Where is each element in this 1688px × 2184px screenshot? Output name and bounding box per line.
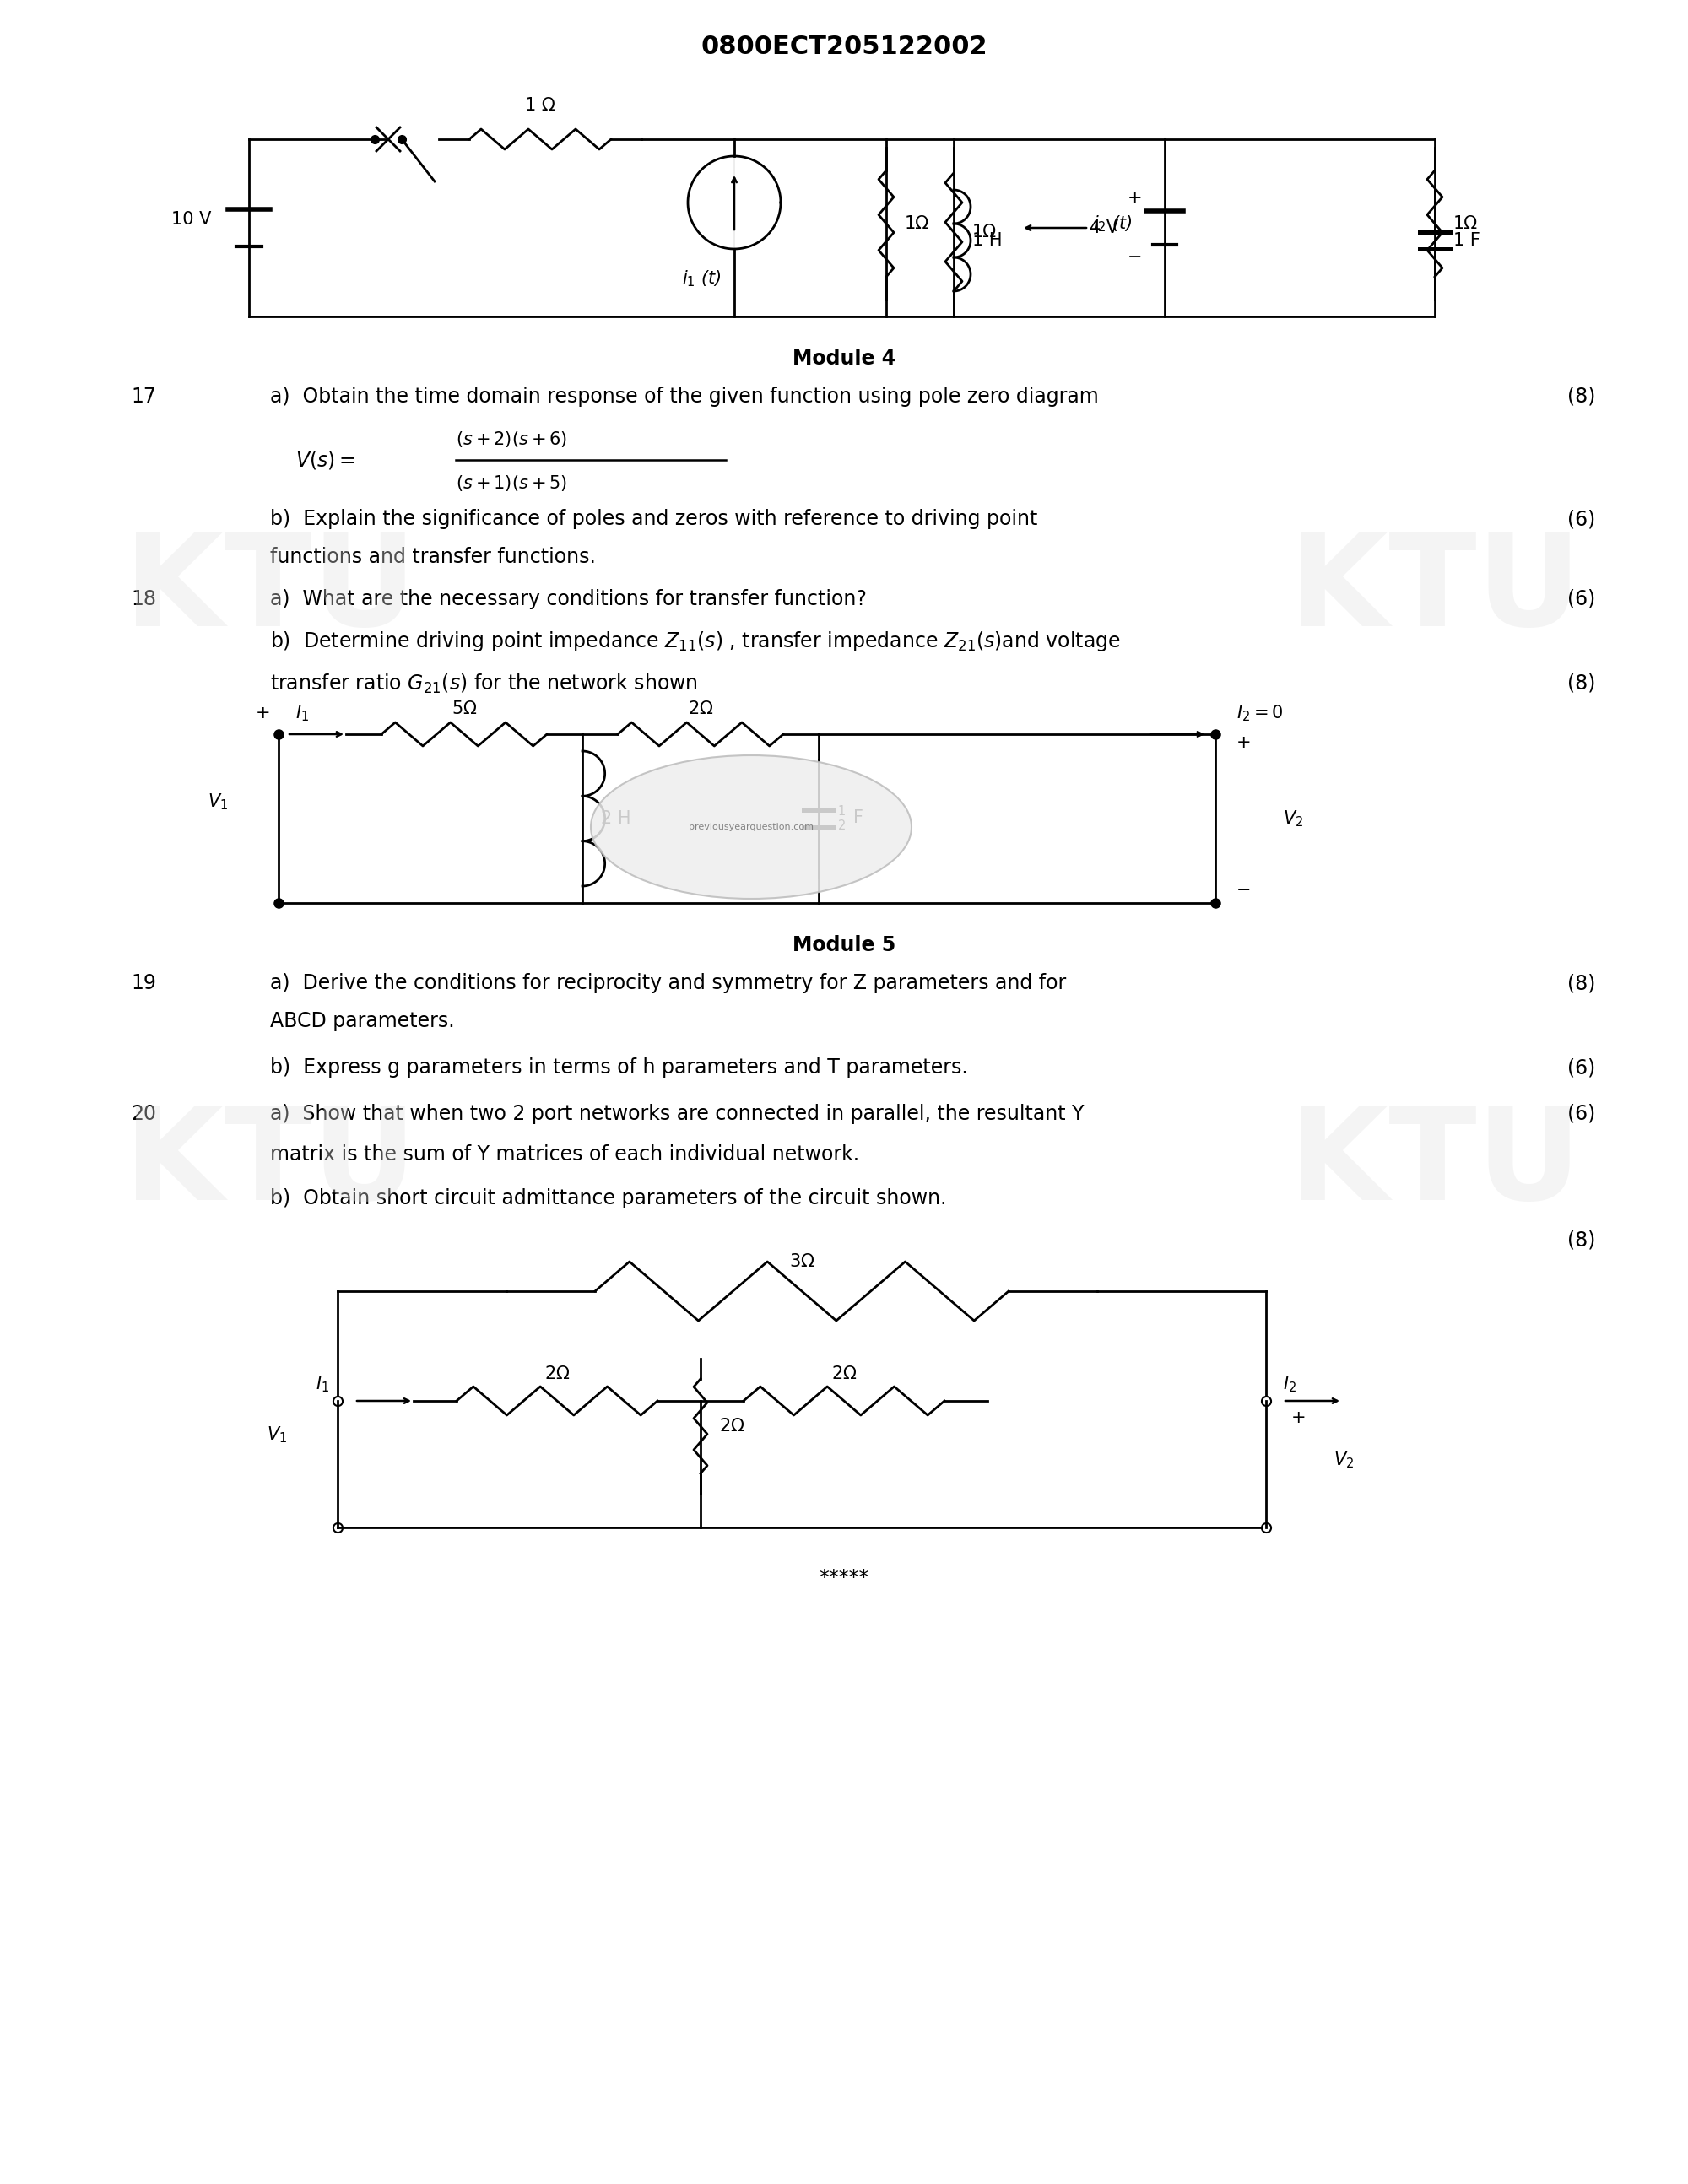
Text: $\frac{1}{2}$ F: $\frac{1}{2}$ F xyxy=(837,804,864,832)
Text: *****: ***** xyxy=(819,1568,869,1588)
Text: $V_2$: $V_2$ xyxy=(1334,1450,1354,1470)
Text: $I_1$: $I_1$ xyxy=(316,1374,329,1393)
Text: b)  Obtain short circuit admittance parameters of the circuit shown.: b) Obtain short circuit admittance param… xyxy=(270,1188,947,1208)
Text: b)  Explain the significance of poles and zeros with reference to driving point: b) Explain the significance of poles and… xyxy=(270,509,1038,529)
Text: 1Ω: 1Ω xyxy=(1453,216,1479,232)
Text: 1 Ω: 1 Ω xyxy=(525,96,555,114)
Text: a)  Show that when two 2 port networks are connected in parallel, the resultant : a) Show that when two 2 port networks ar… xyxy=(270,1103,1084,1125)
Text: a)  Obtain the time domain response of the given function using pole zero diagra: a) Obtain the time domain response of th… xyxy=(270,387,1099,406)
Text: +: + xyxy=(1236,734,1251,751)
Text: $I_1$: $I_1$ xyxy=(295,703,309,723)
Text: $I_2 = 0$: $I_2 = 0$ xyxy=(1236,703,1283,723)
Text: $2\Omega$: $2\Omega$ xyxy=(544,1365,571,1382)
Text: +: + xyxy=(255,705,270,721)
Text: $2\Omega$: $2\Omega$ xyxy=(687,701,714,716)
Text: $(s+1)(s+5)$: $(s+1)(s+5)$ xyxy=(456,474,567,491)
Text: 1Ω: 1Ω xyxy=(972,223,998,240)
Text: 1 H: 1 H xyxy=(972,232,1003,249)
Text: KTU: KTU xyxy=(1288,1101,1582,1227)
Text: (8): (8) xyxy=(1566,673,1595,695)
Text: $i_2$ (t): $i_2$ (t) xyxy=(1094,214,1133,234)
Text: 1 F: 1 F xyxy=(1453,232,1480,249)
Text: ABCD parameters.: ABCD parameters. xyxy=(270,1011,454,1031)
Text: 18: 18 xyxy=(132,590,155,609)
Text: 20: 20 xyxy=(132,1103,155,1125)
Text: (8): (8) xyxy=(1566,974,1595,994)
Text: matrix is the sum of Y matrices of each individual network.: matrix is the sum of Y matrices of each … xyxy=(270,1144,859,1164)
Text: (8): (8) xyxy=(1566,1230,1595,1251)
Text: −: − xyxy=(1128,249,1143,266)
Text: 2 H: 2 H xyxy=(601,810,631,828)
Text: 4 V: 4 V xyxy=(1089,218,1117,236)
Text: $3\Omega$: $3\Omega$ xyxy=(788,1254,815,1271)
Text: +: + xyxy=(1291,1409,1307,1426)
Text: transfer ratio $G_{21}(s)$ for the network shown: transfer ratio $G_{21}(s)$ for the netwo… xyxy=(270,673,697,695)
Text: (8): (8) xyxy=(1566,387,1595,406)
Text: $i_1$ (t): $i_1$ (t) xyxy=(682,269,722,288)
Text: (6): (6) xyxy=(1566,509,1595,529)
Text: 10 V: 10 V xyxy=(170,212,211,227)
Text: Module 5: Module 5 xyxy=(792,935,896,954)
Text: $V_2$: $V_2$ xyxy=(1283,808,1303,828)
Text: b)  Determine driving point impedance $Z_{11}(s)$ , transfer impedance $Z_{21}(s: b) Determine driving point impedance $Z_… xyxy=(270,629,1121,653)
Text: functions and transfer functions.: functions and transfer functions. xyxy=(270,546,596,568)
Text: previousyearquestion.com: previousyearquestion.com xyxy=(689,823,814,832)
Text: 19: 19 xyxy=(132,974,155,994)
Text: (6): (6) xyxy=(1566,1057,1595,1077)
Text: KTU: KTU xyxy=(123,1101,417,1227)
Ellipse shape xyxy=(591,756,912,900)
Text: KTU: KTU xyxy=(1288,529,1582,653)
Text: $I_2$: $I_2$ xyxy=(1283,1374,1296,1393)
Text: $V(s) =$: $V(s) =$ xyxy=(295,450,354,472)
Text: +: + xyxy=(1128,190,1143,207)
Text: 1Ω: 1Ω xyxy=(905,216,930,232)
Text: $V_1$: $V_1$ xyxy=(208,793,228,812)
Text: $2\Omega$: $2\Omega$ xyxy=(830,1365,858,1382)
Text: $V_1$: $V_1$ xyxy=(267,1424,287,1444)
Text: a)  What are the necessary conditions for transfer function?: a) What are the necessary conditions for… xyxy=(270,590,866,609)
Text: (6): (6) xyxy=(1566,590,1595,609)
Text: Module 4: Module 4 xyxy=(792,349,896,369)
Text: $5\Omega$: $5\Omega$ xyxy=(451,701,478,716)
Text: b)  Express g parameters in terms of h parameters and T parameters.: b) Express g parameters in terms of h pa… xyxy=(270,1057,967,1077)
Text: −: − xyxy=(1236,882,1251,900)
Text: 0800ECT205122002: 0800ECT205122002 xyxy=(701,35,987,59)
Text: $(s+2)(s+6)$: $(s+2)(s+6)$ xyxy=(456,428,567,448)
Text: KTU: KTU xyxy=(123,529,417,653)
Text: (6): (6) xyxy=(1566,1103,1595,1125)
Text: 17: 17 xyxy=(132,387,155,406)
Text: a)  Derive the conditions for reciprocity and symmetry for Z parameters and for: a) Derive the conditions for reciprocity… xyxy=(270,974,1067,994)
Text: $2\Omega$: $2\Omega$ xyxy=(719,1417,744,1435)
